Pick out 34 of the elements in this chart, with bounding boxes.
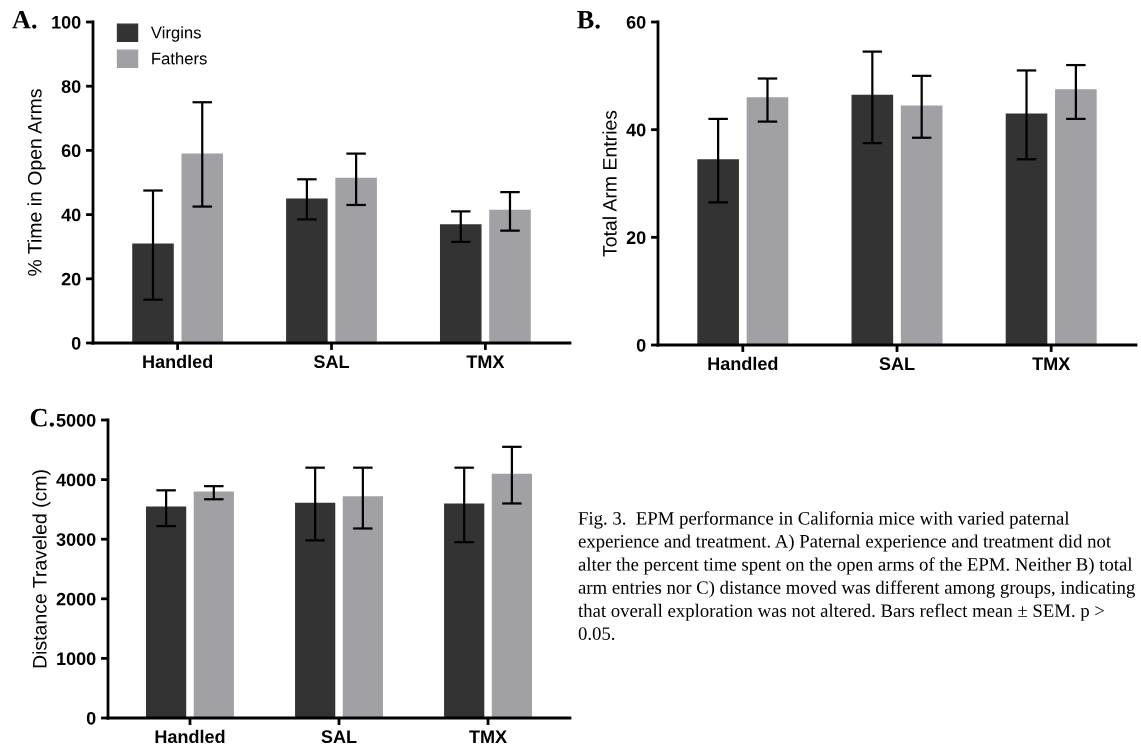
x-tick-label: SAL (313, 355, 349, 369)
x-tick-label: Handled (143, 354, 213, 369)
y-tick-label: 5000 (56, 413, 96, 427)
y-tick-label: 4000 (56, 473, 96, 487)
x-tick-label: SAL (321, 730, 357, 744)
y-tick-label: 40 (61, 208, 81, 222)
y-tick-label: 2000 (56, 592, 96, 606)
y-tick-label: 0 (71, 336, 81, 350)
y-tick-label: 60 (626, 15, 646, 29)
y-tick-label: 40 (626, 123, 646, 137)
y-tick-label: 0 (636, 338, 646, 352)
y-tick-label: 3000 (56, 533, 96, 546)
y-axis-title: Total Arm Entries (602, 110, 617, 257)
x-tick-label: Handled (708, 356, 778, 371)
chart-title: B. (577, 11, 600, 29)
legend-label: Fathers (152, 52, 207, 65)
x-tick-label: Handled (155, 729, 225, 744)
y-tick-label: 20 (61, 272, 81, 286)
x-tick-label: SAL (879, 357, 915, 371)
x-tick-label: TMX (469, 730, 507, 743)
y-axis-title: Distance Traveled (cm) (32, 470, 51, 668)
y-tick-label: 1000 (57, 652, 96, 666)
chart-title: C. (30, 408, 54, 427)
y-tick-label: 20 (626, 231, 646, 245)
caption: Fig. 3. EPM performance in California mice with varied paternal experience and treatment. A) Paternal experience and treatment did not alter the percent time spent on the open arms of the EPM. Neither B) total arm entries nor C) distance moved was different among groups, indicating that overall exploration was not altered. Bars reflect mean ± SEM. p > 0.05. (578, 511, 1135, 640)
y-tick-label: 80 (61, 80, 81, 93)
x-tick-label: TMX (466, 355, 505, 368)
x-tick-label: TMX (1032, 357, 1071, 370)
y-tick-label: 0 (86, 711, 96, 725)
legend-label: Virgins (150, 26, 201, 42)
y-tick-label: 100 (52, 15, 81, 29)
y-tick-label: 60 (61, 144, 81, 158)
y-axis-title: % Time in Open Arms (27, 89, 46, 276)
chart-title: A. (12, 10, 37, 29)
